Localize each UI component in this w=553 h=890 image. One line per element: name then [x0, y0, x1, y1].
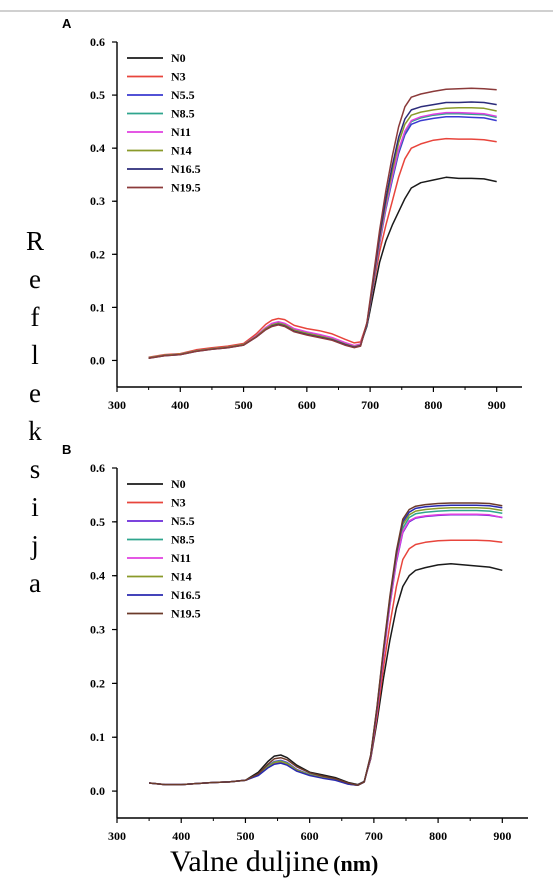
x-axis-label: Valne duljine (nm) — [170, 845, 378, 879]
legend-label: N5.5 — [171, 514, 195, 528]
x-tick-label: 700 — [361, 398, 379, 412]
y-tick-label: 0.0 — [90, 353, 105, 367]
x-tick-label: 900 — [488, 398, 506, 412]
series-line-n5-5 — [149, 514, 503, 786]
x-tick-label: 300 — [108, 829, 126, 843]
series-line-n3 — [148, 137, 497, 359]
top-separator — [0, 0, 553, 12]
x-tick-label: 900 — [493, 829, 511, 843]
legend-label: N11 — [171, 551, 191, 565]
panel-label: A — [62, 16, 72, 31]
legend-label: N0 — [171, 477, 186, 491]
series-line-n11 — [149, 513, 503, 786]
x-axis-label-main: Valne duljine — [170, 845, 330, 878]
x-tick-label: 800 — [424, 398, 442, 412]
legend-label: N19.5 — [171, 607, 201, 621]
x-tick-label: 600 — [298, 398, 316, 412]
y-tick-label: 0.4 — [90, 569, 105, 583]
x-tick-label: 800 — [429, 829, 447, 843]
x-tick-label: 400 — [171, 398, 189, 412]
y-axis-label-letter: f — [30, 302, 40, 332]
y-axis-label-letter: e — [29, 264, 41, 294]
y-tick-label: 0.4 — [90, 141, 105, 155]
y-axis-label-letter: l — [31, 340, 39, 370]
series-line-n0 — [149, 563, 503, 786]
y-tick-label: 0.6 — [90, 461, 105, 475]
x-tick-label: 700 — [365, 829, 383, 843]
series-line-n8-5 — [148, 112, 497, 359]
y-axis-label-letter: a — [29, 568, 41, 598]
chart-panel-b: B 0.0 0.1 0.2 0.3 0.4 0.5 0.6 300 400 500 600 700 800… — [62, 442, 528, 843]
legend-label: N0 — [171, 51, 186, 65]
legend-label: N14 — [171, 570, 192, 584]
y-tick-label: 0.2 — [90, 247, 105, 261]
chart-panel-a: A 0.0 0.1 0.2 0.3 0.4 0.5 0.6 300 400 500 600 700 800… — [62, 16, 522, 412]
y-tick-label: 0.0 — [90, 784, 105, 798]
series-line-n14 — [148, 107, 497, 359]
y-tick-label: 0.6 — [90, 35, 105, 49]
series-line-n3 — [149, 539, 503, 786]
legend-label: N8.5 — [171, 107, 195, 121]
legend-label: N3 — [171, 70, 186, 84]
x-tick-label: 500 — [235, 398, 253, 412]
y-tick-label: 0.5 — [90, 515, 105, 529]
series-line-n5-5 — [148, 116, 497, 359]
y-tick-label: 0.3 — [90, 623, 105, 637]
series-line-n16-5 — [149, 504, 503, 786]
y-axis-label-letter: R — [25, 226, 44, 256]
series-line-n14 — [149, 507, 503, 786]
y-axis-label-letter: s — [29, 454, 41, 484]
legend-label: N11 — [171, 125, 191, 139]
x-tick-label: 600 — [301, 829, 319, 843]
y-axis-label-letter: e — [29, 378, 41, 408]
series-line-n11 — [148, 111, 497, 359]
x-axis-label-unit: (nm) — [333, 851, 379, 876]
y-tick-label: 0.3 — [90, 194, 105, 208]
y-axis-label-letter: k — [28, 416, 42, 446]
y-tick-label: 0.1 — [90, 300, 105, 314]
x-tick-label: 400 — [172, 829, 190, 843]
series-line-n19-5 — [148, 87, 497, 360]
y-axis-label-letter: i — [31, 492, 39, 522]
y-axis-label-letter: j — [31, 530, 39, 560]
series-line-n19-5 — [149, 502, 503, 786]
legend-label: N19.5 — [171, 181, 201, 195]
legend-label: N16.5 — [171, 162, 201, 176]
series-line-n16-5 — [148, 101, 497, 360]
x-tick-label: 300 — [108, 398, 126, 412]
series-line-n8-5 — [149, 509, 503, 786]
panel-label: B — [62, 442, 71, 457]
legend-label: N16.5 — [171, 588, 201, 602]
legend-label: N14 — [171, 144, 192, 158]
legend-label: N8.5 — [171, 533, 195, 547]
y-tick-label: 0.2 — [90, 676, 105, 690]
y-tick-label: 0.1 — [90, 730, 105, 744]
legend-label: N3 — [171, 496, 186, 510]
legend-label: N5.5 — [171, 88, 195, 102]
x-tick-label: 500 — [236, 829, 254, 843]
y-tick-label: 0.5 — [90, 88, 105, 102]
